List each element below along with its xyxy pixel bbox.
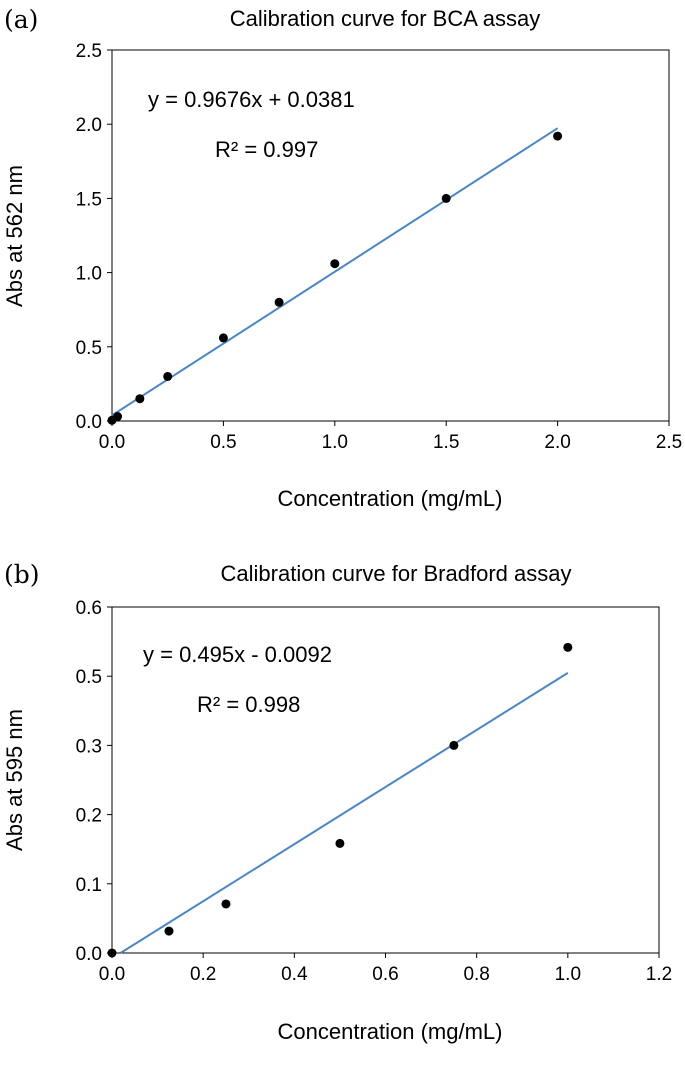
y-tick-label: 0.0 <box>76 944 102 965</box>
y-tick-label: 2.5 <box>76 41 102 62</box>
y-tick-label: 0.1 <box>76 875 102 896</box>
data-point <box>441 193 451 203</box>
x-tick-label: 2.5 <box>656 432 682 453</box>
panel-label-a: (a) <box>4 5 38 34</box>
data-point <box>218 333 228 343</box>
x-tick-label: 0.6 <box>372 964 398 985</box>
data-points-a <box>107 131 563 425</box>
y-tick-label: 1.0 <box>76 264 102 285</box>
y-tick-label: 0.5 <box>76 338 102 359</box>
trendline-segment <box>111 127 559 417</box>
trendline-a <box>111 127 559 417</box>
data-point <box>113 412 123 422</box>
x-ticks-b: 0.0 0.2 0.4 0.6 0.8 1.0 1.2 <box>99 953 672 985</box>
equation-a: y = 0.9676x + 0.0381 <box>148 87 355 112</box>
y-tick-label: 0.6 <box>76 598 102 619</box>
x-tick-label: 1.5 <box>433 432 459 453</box>
chart-title-b: Calibration curve for Bradford assay <box>221 561 572 586</box>
x-tick-label: 0.8 <box>463 964 489 985</box>
chart-panel-a: (a) Calibration curve for BCA assay 0.0 0… <box>2 5 682 511</box>
data-point <box>330 259 340 269</box>
data-point <box>449 740 459 750</box>
panel-label-b: (b) <box>4 560 40 589</box>
x-tick-label: 0.5 <box>210 432 236 453</box>
trendline-segment <box>119 672 569 954</box>
x-tick-label: 0.2 <box>190 964 216 985</box>
y-tick-label: 0.2 <box>76 806 102 827</box>
data-point <box>163 371 173 381</box>
y-tick-label: 0.5 <box>76 667 102 688</box>
y-tick-label: 0.3 <box>76 736 102 757</box>
y-tick-label: 0.0 <box>76 412 102 433</box>
data-point <box>221 899 231 909</box>
equation-b: y = 0.495x - 0.0092 <box>143 642 332 667</box>
y-axis-label-a: Abs at 562 nm <box>2 165 27 307</box>
x-tick-label: 0.0 <box>99 432 125 453</box>
x-tick-label: 0.4 <box>281 964 308 985</box>
trendline-b <box>119 672 569 954</box>
data-point <box>335 838 345 848</box>
r-squared-b: R² = 0.998 <box>197 692 300 717</box>
data-point <box>274 297 284 307</box>
x-tick-label: 1.2 <box>646 964 672 985</box>
chart-panel-b: (b) Calibration curve for Bradford assay… <box>2 560 672 1044</box>
x-axis-label-a: Concentration (mg/mL) <box>278 486 503 511</box>
x-axis-label-b: Concentration (mg/mL) <box>278 1019 503 1044</box>
data-point <box>164 926 174 936</box>
y-axis-label-b: Abs at 595 nm <box>2 709 27 851</box>
chart-title-a: Calibration curve for BCA assay <box>230 6 541 31</box>
data-points-b <box>107 642 573 958</box>
x-ticks-a: 0.0 0.5 1.0 1.5 2.0 2.5 <box>99 421 682 453</box>
data-point <box>107 948 117 958</box>
data-point <box>563 642 573 652</box>
x-tick-label: 0.0 <box>99 964 125 985</box>
data-point <box>553 131 563 141</box>
y-tick-label: 2.0 <box>76 115 102 136</box>
data-point <box>135 394 145 404</box>
plot-area-a <box>111 49 670 422</box>
y-tick-label: 1.5 <box>76 189 102 210</box>
y-ticks-a: 0.0 0.5 1.0 1.5 2.0 2.5 <box>76 41 112 433</box>
y-ticks-b: 0.0 0.1 0.2 0.3 0.5 0.6 <box>76 598 112 965</box>
x-tick-label: 1.0 <box>322 432 348 453</box>
x-tick-label: 1.0 <box>555 964 581 985</box>
x-tick-label: 2.0 <box>544 432 570 453</box>
r-squared-a: R² = 0.997 <box>215 137 318 162</box>
